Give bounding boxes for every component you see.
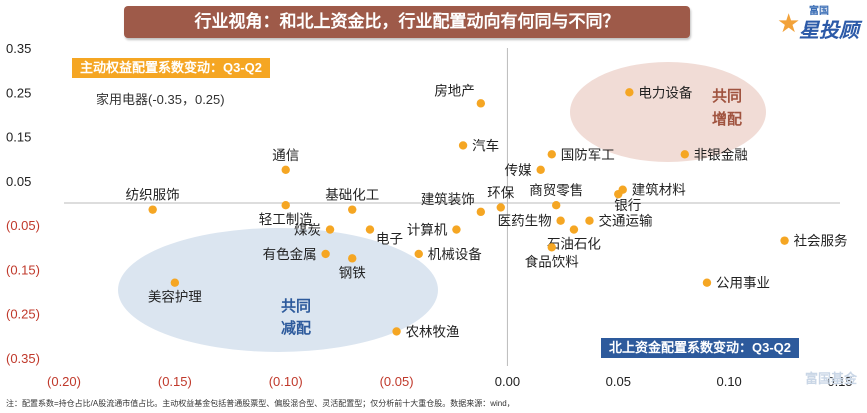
- data-point-label: 美容护理: [148, 289, 202, 305]
- data-point: [170, 278, 180, 287]
- data-point: [458, 141, 468, 150]
- footnote: 注：配置系数=持仓占比/A股流通市值占比。主动权益基金包括普通股票型、偏股混合型…: [6, 399, 515, 408]
- data-point: [569, 225, 579, 234]
- x-tick-label: 0.15: [827, 374, 852, 389]
- y-tick-label: (0.05): [6, 218, 40, 233]
- y-axis-series-label: 主动权益配置系数变动：Q3-Q2: [72, 58, 271, 78]
- data-point: [552, 201, 561, 210]
- star-icon: ★: [777, 8, 801, 38]
- common-increase-label: 共同: [712, 88, 742, 105]
- brand-logo: ★ 富国 星投顾: [771, 2, 861, 42]
- data-point: [547, 243, 556, 252]
- data-point: [476, 99, 486, 108]
- outlier-note: 家用电器(-0.35，0.25): [96, 92, 225, 107]
- data-point-label: 环保: [487, 185, 514, 200]
- x-axis-series-label: 北上资金配置系数变动：Q3-Q2: [601, 338, 800, 358]
- data-point-label: 电子: [376, 232, 403, 247]
- x-tick-label: (0.05): [380, 374, 414, 389]
- data-point-label: 食品饮料: [525, 253, 579, 269]
- data-point-label: 机械设备: [428, 246, 482, 262]
- data-point-label: 商贸零售: [529, 183, 583, 198]
- data-point-label: 钢铁: [339, 265, 366, 280]
- data-point-label: 电力设备: [638, 84, 692, 100]
- data-point: [281, 201, 290, 210]
- data-point: [392, 327, 401, 336]
- data-point-label: 有色金属: [263, 246, 317, 262]
- data-point: [452, 225, 461, 234]
- data-point-label: 交通运输: [598, 213, 652, 229]
- data-point: [348, 205, 357, 214]
- data-point-label: 建筑装饰: [421, 192, 475, 207]
- y-tick-label: 0.25: [6, 85, 31, 100]
- data-point-label: 煤炭: [294, 223, 321, 238]
- data-point-label: 基础化工: [325, 187, 379, 203]
- common-decrease-label: 共同: [281, 298, 311, 315]
- data-point: [325, 225, 335, 234]
- data-point-label: 计算机: [407, 223, 448, 238]
- data-point-label: 国防军工: [561, 147, 615, 162]
- watermark: 富国基金: [804, 371, 857, 386]
- data-point: [281, 165, 290, 174]
- x-tick-label: (0.20): [47, 374, 81, 389]
- data-point-label: 银行: [614, 198, 641, 213]
- data-point-label: 农林牧渔: [406, 324, 460, 339]
- x-tick-label: 0.00: [495, 374, 520, 389]
- common-decrease-region: [118, 228, 438, 352]
- data-point: [348, 254, 357, 263]
- y-tick-label: (0.35): [6, 351, 40, 366]
- data-point-label: 社会服务: [794, 234, 848, 249]
- common-increase-region: [570, 62, 766, 162]
- y-tick-label: (0.15): [6, 262, 40, 277]
- logo-big-text: 星投顾: [799, 20, 859, 42]
- data-point: [614, 189, 623, 199]
- data-point-label: 纺织服饰: [126, 188, 180, 203]
- data-point-label: 汽车: [472, 137, 499, 153]
- data-point: [414, 249, 423, 259]
- logo-small-text: 富国: [809, 6, 829, 17]
- y-tick-label: 0.15: [6, 130, 31, 145]
- data-point: [702, 278, 712, 287]
- data-point-label: 石油石化: [547, 237, 601, 252]
- common-increase-label: 增配: [712, 110, 742, 128]
- data-point-label: 公用事业: [716, 276, 770, 291]
- x-tick-label: (0.15): [158, 374, 192, 389]
- data-point: [536, 165, 545, 174]
- data-point-label: 传媒: [505, 163, 532, 178]
- x-tick-label: (0.10): [269, 374, 303, 389]
- data-point: [148, 205, 157, 214]
- data-point: [496, 203, 505, 212]
- data-point: [365, 225, 375, 234]
- data-point: [680, 150, 689, 159]
- data-point: [780, 236, 789, 245]
- y-tick-label: (0.25): [6, 307, 40, 322]
- data-point: [585, 216, 594, 225]
- data-point: [321, 249, 330, 259]
- data-point: [556, 216, 565, 225]
- data-point-label: 通信: [272, 148, 299, 163]
- y-tick-label: 0.05: [6, 174, 31, 189]
- chart-title: 行业视角：和北上资金比，行业配置动向有何同与不同？: [124, 6, 690, 38]
- y-tick-label: 0.35: [6, 41, 31, 56]
- data-point-label: 建筑材料: [632, 183, 686, 198]
- data-point: [625, 88, 634, 97]
- data-point-label: 房地产: [434, 83, 475, 98]
- data-point-label: 轻工制造: [259, 212, 313, 227]
- data-point-label: 医药生物: [498, 214, 552, 229]
- x-tick-label: 0.05: [606, 374, 631, 389]
- x-tick-label: 0.10: [716, 374, 741, 389]
- data-point: [547, 150, 556, 159]
- data-point-label: 非银金融: [694, 147, 748, 162]
- common-decrease-label: 减配: [281, 319, 311, 337]
- data-point: [476, 207, 486, 217]
